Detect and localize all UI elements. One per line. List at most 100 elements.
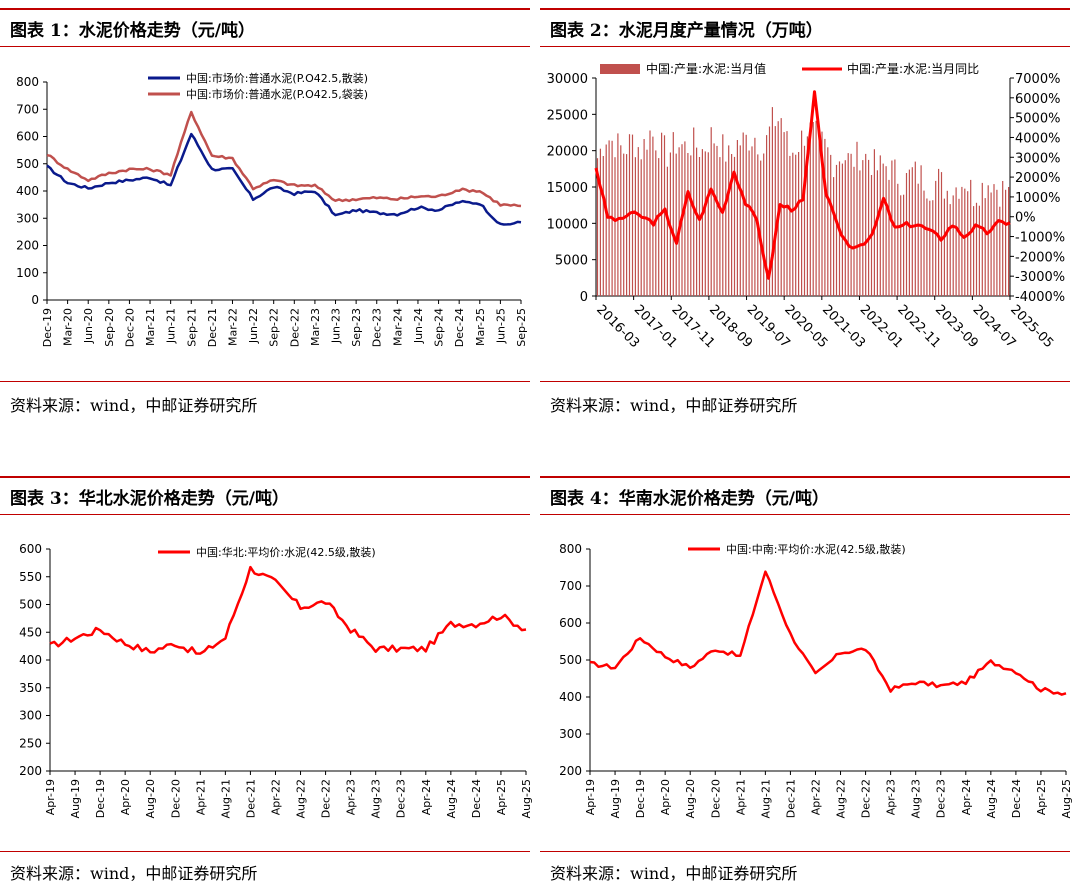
y-tick-label: 350 — [19, 681, 42, 695]
title-bottom-rule — [540, 514, 1070, 515]
series-line — [46, 132, 522, 226]
bar — [652, 136, 654, 296]
bar — [882, 163, 884, 296]
bar — [789, 155, 791, 296]
bar — [704, 151, 706, 296]
x-tick-label: Dec-23 — [935, 779, 948, 818]
bar — [707, 152, 709, 296]
bar — [634, 157, 636, 296]
y2-tick-label: -3000% — [1015, 270, 1065, 285]
x-tick-label: Jun-25 — [494, 308, 507, 344]
x-tick-label: Dec-24 — [453, 308, 466, 347]
bar — [876, 170, 878, 296]
bar — [798, 152, 800, 296]
bar — [975, 202, 978, 296]
bar — [760, 160, 762, 296]
bar — [605, 144, 607, 296]
y-tick-label: 400 — [19, 653, 42, 667]
bar — [946, 190, 948, 296]
bar — [602, 156, 604, 296]
y-tick-label: 0 — [580, 290, 588, 305]
bar — [973, 206, 975, 296]
x-tick-label: Apr-24 — [420, 779, 433, 815]
bar — [698, 157, 701, 296]
x-tick-label: Dec-20 — [169, 779, 182, 818]
bar — [812, 122, 814, 296]
y-tick-label: 450 — [19, 625, 42, 639]
x-tick-label: Aug-25 — [520, 779, 533, 818]
y-tick-label: 500 — [19, 598, 42, 612]
bar — [806, 136, 808, 296]
y2-tick-label: -4000% — [1015, 290, 1065, 305]
x-tick-label: Mar-24 — [391, 308, 404, 346]
y-tick-label: 200 — [19, 764, 42, 778]
y-tick-label: 5000 — [555, 254, 588, 269]
bar — [614, 157, 616, 296]
bar — [900, 195, 902, 296]
bar — [713, 143, 715, 296]
bar — [955, 187, 957, 296]
x-tick-label: Dec-23 — [371, 308, 384, 347]
bar — [903, 194, 905, 296]
bar — [920, 165, 922, 296]
x-tick-label: Aug-24 — [985, 779, 998, 818]
bar — [987, 185, 989, 296]
bar — [658, 158, 660, 296]
x-tick-label: Apr-23 — [885, 779, 898, 815]
x-tick-label: Aug-21 — [219, 779, 232, 818]
bar — [719, 157, 721, 296]
bar — [731, 154, 733, 296]
bar — [742, 132, 744, 296]
x-tick-label: Jun-22 — [247, 308, 260, 344]
bar — [914, 161, 916, 296]
y2-tick-label: -2000% — [1015, 250, 1065, 265]
bar — [847, 153, 849, 296]
x-tick-label: Dec-19 — [634, 779, 647, 818]
y-tick-label: 600 — [16, 130, 39, 144]
bar — [850, 153, 852, 296]
chart-1-svg: 0 100 200 300 400 500 600 700 800 Dec-19 Mar-20 Jun… — [16, 71, 528, 347]
bar — [783, 132, 785, 296]
bar — [984, 198, 986, 296]
bar — [911, 167, 913, 296]
y-tick-label: 600 — [559, 616, 582, 630]
bar — [649, 130, 651, 296]
chart-title: 图表 4：华南水泥价格走势（元/吨） — [550, 489, 829, 509]
bar — [684, 141, 686, 296]
bar — [926, 198, 928, 296]
bar — [815, 120, 817, 296]
x-tick-label: Apr-23 — [345, 779, 358, 815]
x-tick-label: Apr-22 — [269, 779, 282, 815]
bar — [809, 122, 811, 296]
y-tick-label: 500 — [16, 157, 39, 171]
bar — [675, 153, 677, 296]
bar — [830, 154, 832, 296]
bar — [599, 148, 601, 296]
bar — [786, 131, 788, 296]
source-note: 资料来源：wind，中邮证券研究所 — [10, 864, 258, 883]
x-tick-label: Mar-23 — [309, 308, 322, 346]
bar — [923, 190, 925, 296]
y-tick-label: 10000 — [547, 217, 588, 232]
x-tick-label: Dec-22 — [860, 779, 873, 818]
title-top-rule — [540, 8, 1070, 10]
title-top-rule — [0, 8, 530, 10]
bar — [897, 183, 899, 296]
bar — [745, 134, 747, 296]
bar — [868, 159, 870, 296]
bar — [821, 131, 823, 296]
bar — [803, 145, 806, 296]
y2-tick-label: -1000% — [1015, 231, 1065, 246]
bar — [964, 188, 966, 296]
bar — [722, 134, 724, 296]
bar — [751, 146, 753, 296]
x-tick-label: Apr-20 — [659, 779, 672, 815]
bar — [873, 149, 875, 296]
bar — [678, 147, 680, 296]
y-tick-label: 600 — [19, 542, 42, 556]
bar — [1008, 187, 1010, 296]
y-tick-label: 700 — [559, 579, 582, 593]
x-tick-label: Dec-22 — [288, 308, 301, 347]
y-tick-label: 800 — [16, 75, 39, 89]
bar — [917, 183, 919, 296]
